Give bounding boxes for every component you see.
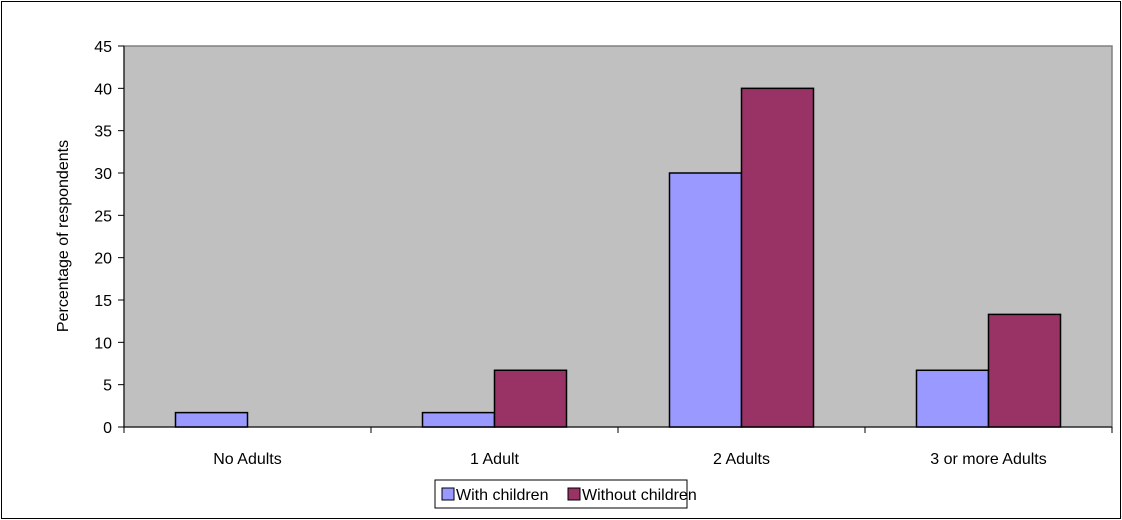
legend-swatch: [441, 487, 455, 501]
y-tick-label: 10: [94, 335, 112, 352]
x-tick-label: 1 Adult: [470, 451, 519, 468]
bar-with-children: [421, 411, 496, 428]
y-tick-label: 45: [94, 39, 112, 56]
x-tick-label: 2 Adults: [713, 451, 770, 468]
y-tick-label: 35: [94, 124, 112, 141]
y-tick-label: 0: [103, 420, 112, 437]
legend-label: Without children: [582, 487, 697, 504]
bar-with-children: [174, 411, 249, 428]
y-tick-label: 40: [94, 81, 112, 98]
x-tick-label: No Adults: [213, 451, 281, 468]
legend: With children Without children: [434, 479, 697, 509]
y-tick-label: 25: [94, 208, 112, 225]
y-tick-label: 20: [94, 251, 112, 268]
y-axis-label: Percentage of respondents: [55, 140, 72, 332]
y-axis: 0 5 10 15 20 25 30 35 40 45: [94, 39, 125, 437]
bar-without-children: [493, 369, 568, 428]
bar-without-children: [987, 313, 1062, 428]
y-tick-label: 5: [103, 378, 112, 395]
bar-without-children: [740, 87, 815, 428]
y-tick-label: 15: [94, 293, 112, 310]
bar-with-children: [668, 172, 743, 428]
x-axis: No Adults 1 Adult 2 Adults 3 or more Adults: [123, 426, 1113, 468]
x-tick-label: 3 or more Adults: [930, 451, 1047, 468]
plot-area: [123, 45, 1113, 428]
legend-label: With children: [456, 487, 548, 504]
legend-swatch: [567, 487, 581, 501]
y-tick-label: 30: [94, 166, 112, 183]
legend-box: [434, 479, 688, 509]
bars-group: [174, 87, 1062, 428]
bar-with-children: [915, 369, 990, 428]
